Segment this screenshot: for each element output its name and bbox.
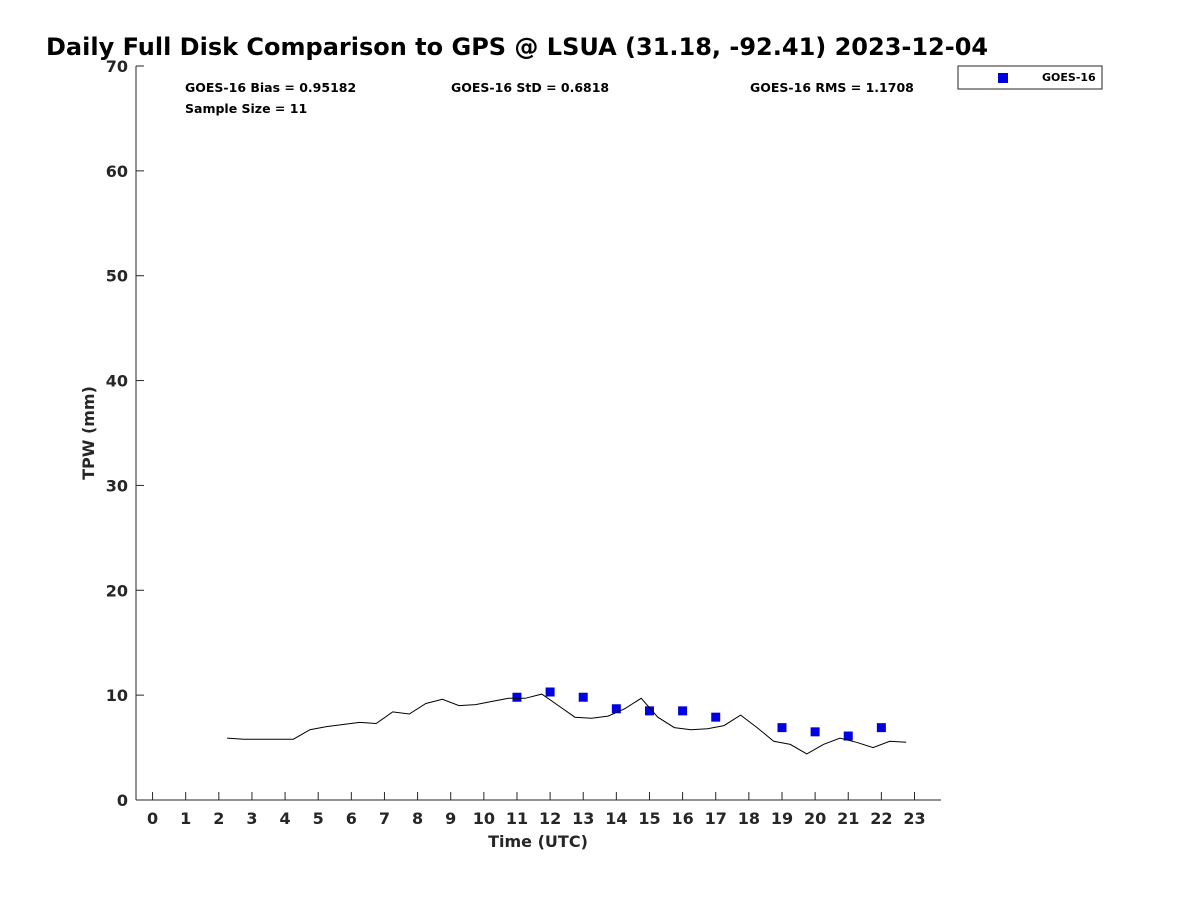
x-tick-label: 3 bbox=[246, 809, 257, 828]
y-tick-label: 50 bbox=[106, 267, 128, 286]
x-tick-label: 0 bbox=[147, 809, 158, 828]
y-axis-label: TPW (mm) bbox=[79, 386, 98, 480]
goes16-point bbox=[512, 692, 522, 702]
y-ticks: 0 10 20 30 40 50 60 70 bbox=[106, 57, 144, 810]
x-tick-label: 8 bbox=[412, 809, 423, 828]
chart-title: Daily Full Disk Comparison to GPS @ LSUA… bbox=[46, 33, 988, 61]
axes bbox=[135, 66, 941, 801]
x-tick-label: 16 bbox=[671, 809, 693, 828]
y-tick-label: 10 bbox=[106, 686, 128, 705]
x-tick-label: 11 bbox=[506, 809, 528, 828]
y-tick-label: 60 bbox=[106, 162, 128, 181]
x-tick-label: 9 bbox=[445, 809, 456, 828]
stats-block: GOES-16 Bias = 0.95182 GOES-16 StD = 0.6… bbox=[185, 80, 914, 116]
x-tick-label: 2 bbox=[213, 809, 224, 828]
stat-std: GOES-16 StD = 0.6818 bbox=[451, 80, 609, 95]
legend-marker-goes16 bbox=[998, 73, 1008, 83]
goes16-point bbox=[843, 731, 853, 741]
x-tick-label: 1 bbox=[180, 809, 191, 828]
goes16-point bbox=[711, 712, 721, 722]
y-tick-label: 70 bbox=[106, 57, 128, 76]
x-tick-label: 21 bbox=[837, 809, 859, 828]
plot-area bbox=[227, 687, 907, 755]
stat-bias: GOES-16 Bias = 0.95182 bbox=[185, 80, 356, 95]
goes16-point bbox=[644, 706, 654, 716]
goes16-point bbox=[777, 723, 787, 733]
x-tick-label: 13 bbox=[572, 809, 594, 828]
goes16-point bbox=[810, 727, 820, 737]
x-tick-label: 20 bbox=[804, 809, 826, 828]
x-axis-label: Time (UTC) bbox=[488, 832, 588, 851]
x-tick-label: 15 bbox=[638, 809, 660, 828]
x-tick-label: 18 bbox=[738, 809, 760, 828]
x-tick-label: 12 bbox=[539, 809, 561, 828]
x-tick-label: 14 bbox=[605, 809, 627, 828]
x-tick-label: 23 bbox=[903, 809, 925, 828]
x-ticks: 0 1 2 3 4 5 6 7 8 9 10 11 12 13 14 15 16 17 18 19 20 21 22 23 bbox=[147, 792, 926, 828]
y-tick-label: 0 bbox=[117, 791, 128, 810]
x-tick-label: 6 bbox=[346, 809, 357, 828]
gps-series-line bbox=[227, 693, 907, 755]
x-tick-label: 10 bbox=[473, 809, 495, 828]
stat-sample-size: Sample Size = 11 bbox=[185, 101, 307, 116]
x-tick-label: 22 bbox=[870, 809, 892, 828]
y-tick-label: 30 bbox=[106, 476, 128, 495]
goes16-point bbox=[578, 692, 588, 702]
x-tick-label: 5 bbox=[313, 809, 324, 828]
legend: GOES-16 bbox=[957, 65, 1103, 90]
x-tick-label: 17 bbox=[705, 809, 727, 828]
y-tick-label: 20 bbox=[106, 581, 128, 600]
y-tick-label: 40 bbox=[106, 372, 128, 391]
goes16-point bbox=[545, 687, 555, 697]
legend-box bbox=[957, 65, 1103, 90]
x-tick-label: 19 bbox=[771, 809, 793, 828]
legend-label-goes16: GOES-16 bbox=[1042, 71, 1096, 84]
stat-rms: GOES-16 RMS = 1.1708 bbox=[750, 80, 914, 95]
x-tick-label: 7 bbox=[379, 809, 390, 828]
x-tick-label: 4 bbox=[280, 809, 291, 828]
goes16-point bbox=[876, 723, 886, 733]
goes16-point bbox=[678, 706, 688, 716]
goes16-point bbox=[611, 704, 621, 714]
